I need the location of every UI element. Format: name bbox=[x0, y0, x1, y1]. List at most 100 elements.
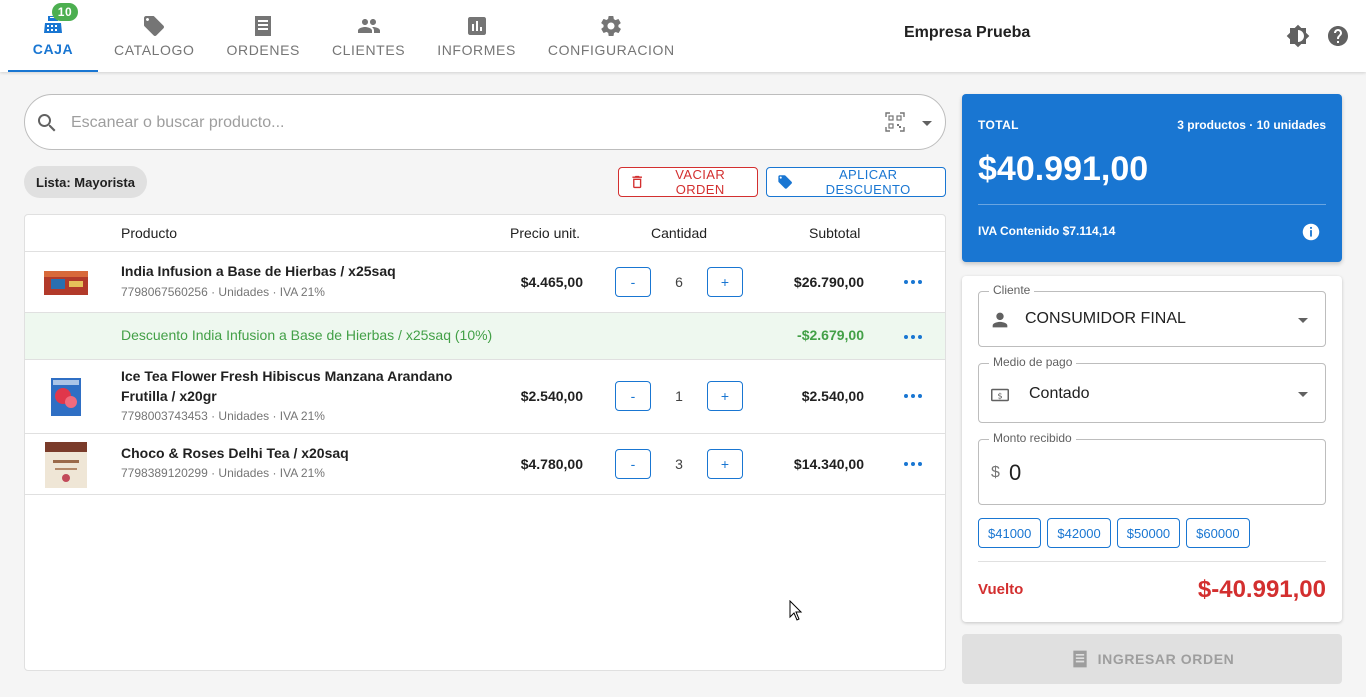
quantity-value: 1 bbox=[675, 388, 683, 404]
tag-icon bbox=[144, 16, 165, 36]
people-icon bbox=[357, 19, 380, 33]
payment-form-card: Cliente CONSUMIDOR FINAL Medio de pago $… bbox=[962, 276, 1342, 622]
product-name: Ice Tea Flower Fresh Hibiscus Manzana Ar… bbox=[121, 368, 453, 404]
header-unit-price: Precio unit. bbox=[510, 225, 581, 241]
change-label: Vuelto bbox=[978, 581, 1024, 598]
product-thumbnail bbox=[44, 271, 88, 295]
receipt-icon bbox=[255, 16, 272, 36]
quick-amount-buttons: $41000 $42000 $50000 $60000 bbox=[978, 518, 1250, 548]
quantity-value: 6 bbox=[675, 274, 683, 290]
product-meta: 7798389120299 · Unidades · IVA 21% bbox=[121, 466, 325, 480]
unit-price: $2.540,00 bbox=[520, 388, 583, 404]
amount-input-value: 0 bbox=[1009, 460, 1022, 485]
row-subtotal: $14.340,00 bbox=[793, 456, 864, 472]
gear-icon bbox=[601, 16, 622, 36]
discount-tag-icon bbox=[778, 175, 792, 189]
clear-order-button[interactable]: VACIAR ORDEN bbox=[618, 167, 758, 197]
product-meta: 7798003743453 · Unidades · IVA 21% bbox=[121, 409, 325, 423]
product-thumbnail bbox=[51, 378, 81, 416]
product-thumbnail bbox=[45, 442, 87, 488]
table-row: Ice Tea Flower Fresh Hibiscus Manzana Ar… bbox=[25, 360, 945, 434]
client-value: CONSUMIDOR FINAL bbox=[1025, 310, 1186, 327]
decrease-quantity-button[interactable]: - bbox=[615, 381, 651, 411]
amount-label: Monto recibido bbox=[989, 431, 1076, 445]
mouse-cursor-icon bbox=[789, 600, 803, 621]
cart-count-badge: 10 bbox=[52, 3, 78, 21]
unit-price: $4.465,00 bbox=[520, 274, 583, 290]
chevron-down-icon[interactable] bbox=[915, 111, 939, 135]
tab-configuracion[interactable]: CONFIGURACION bbox=[532, 0, 691, 72]
header-quantity: Cantidad bbox=[651, 225, 708, 241]
total-count: 3 productos · 10 unidades bbox=[1177, 118, 1326, 132]
theme-toggle-icon[interactable] bbox=[1286, 24, 1310, 48]
tab-ordenes[interactable]: ORDENES bbox=[211, 0, 316, 72]
chevron-down-icon bbox=[1298, 318, 1308, 323]
total-label: TOTAL bbox=[978, 118, 1019, 132]
tab-caja[interactable]: CAJA 10 bbox=[8, 0, 98, 72]
search-input[interactable] bbox=[71, 109, 851, 137]
discount-label: Descuento India Infusion a Base de Hierb… bbox=[121, 327, 493, 343]
amount-received-field[interactable]: Monto recibido $ 0 bbox=[978, 431, 1326, 505]
apply-discount-button[interactable]: APLICAR DESCUENTO bbox=[766, 167, 946, 197]
discount-row: Descuento India Infusion a Base de Hierb… bbox=[25, 313, 945, 360]
increase-quantity-button[interactable]: + bbox=[707, 267, 743, 297]
order-total-card: TOTAL 3 productos · 10 unidades $40.991,… bbox=[962, 94, 1342, 262]
more-options-icon[interactable] bbox=[901, 452, 925, 476]
divider bbox=[978, 204, 1326, 205]
person-icon bbox=[992, 312, 1008, 328]
product-name: Choco & Roses Delhi Tea / x20saq bbox=[121, 445, 349, 461]
chevron-down-icon bbox=[1298, 392, 1308, 397]
client-select[interactable]: Cliente CONSUMIDOR FINAL bbox=[978, 283, 1326, 347]
increase-quantity-button[interactable]: + bbox=[707, 381, 743, 411]
tab-label: INFORMES bbox=[437, 42, 516, 58]
discount-value: -$2.679,00 bbox=[797, 327, 864, 343]
table-row: Choco & Roses Delhi Tea / x20saq 7798389… bbox=[25, 434, 945, 495]
unit-price: $4.780,00 bbox=[520, 456, 583, 472]
row-subtotal: $2.540,00 bbox=[801, 388, 864, 404]
submit-order-label: INGRESAR ORDEN bbox=[1097, 651, 1235, 667]
product-search-bar bbox=[24, 94, 946, 150]
bar-chart-icon bbox=[467, 17, 486, 35]
header-subtotal: Subtotal bbox=[809, 225, 861, 241]
quick-amount-button[interactable]: $42000 bbox=[1047, 518, 1111, 548]
table-header: Producto Precio unit. Cantidad Subtotal bbox=[25, 215, 945, 252]
tab-label: CONFIGURACION bbox=[547, 42, 675, 58]
iva-contained: IVA Contenido $7.114,14 bbox=[978, 224, 1116, 238]
receipt-icon bbox=[1072, 650, 1087, 668]
quick-amount-button[interactable]: $50000 bbox=[1116, 518, 1181, 548]
change-value: $-40.991,00 bbox=[1197, 576, 1326, 603]
decrease-quantity-button[interactable]: - bbox=[615, 449, 651, 479]
price-list-chip[interactable]: Lista: Mayorista bbox=[24, 166, 147, 198]
top-navigation-bar: CAJA 10 CATALOGO ORDENES CLIENTES INFORM… bbox=[0, 0, 1366, 72]
more-options-icon[interactable] bbox=[901, 325, 925, 349]
tab-label: CATALOGO bbox=[114, 42, 195, 58]
quick-amount-button[interactable]: $41000 bbox=[978, 518, 1042, 548]
total-value: $40.991,00 bbox=[978, 150, 1149, 188]
table-row: India Infusion a Base de Hierbas / x25sa… bbox=[25, 252, 945, 313]
quick-amount-button[interactable]: $60000 bbox=[1186, 518, 1250, 548]
quantity-value: 3 bbox=[675, 456, 683, 472]
header-product: Producto bbox=[121, 225, 178, 241]
info-icon[interactable] bbox=[1300, 221, 1322, 243]
svg-text:$: $ bbox=[997, 391, 1002, 401]
cash-icon: $ bbox=[991, 388, 1009, 402]
help-icon[interactable] bbox=[1326, 24, 1350, 48]
tab-label: CLIENTES bbox=[331, 42, 406, 58]
tab-informes[interactable]: INFORMES bbox=[421, 0, 532, 72]
payment-label: Medio de pago bbox=[989, 355, 1077, 369]
tab-catalogo[interactable]: CATALOGO bbox=[98, 0, 211, 72]
divider bbox=[978, 561, 1326, 562]
increase-quantity-button[interactable]: + bbox=[707, 449, 743, 479]
qr-scan-icon[interactable] bbox=[883, 110, 907, 134]
decrease-quantity-button[interactable]: - bbox=[615, 267, 651, 297]
submit-order-button[interactable]: INGRESAR ORDEN bbox=[962, 634, 1342, 684]
more-options-icon[interactable] bbox=[901, 384, 925, 408]
search-icon bbox=[38, 114, 56, 132]
tab-label: CAJA bbox=[32, 41, 74, 57]
tab-clientes[interactable]: CLIENTES bbox=[316, 0, 421, 72]
trash-icon bbox=[632, 175, 642, 189]
company-name: Empresa Prueba bbox=[904, 24, 1031, 41]
payment-value: Contado bbox=[1029, 385, 1090, 402]
payment-method-select[interactable]: Medio de pago $ Contado bbox=[978, 355, 1326, 423]
more-options-icon[interactable] bbox=[901, 270, 925, 294]
